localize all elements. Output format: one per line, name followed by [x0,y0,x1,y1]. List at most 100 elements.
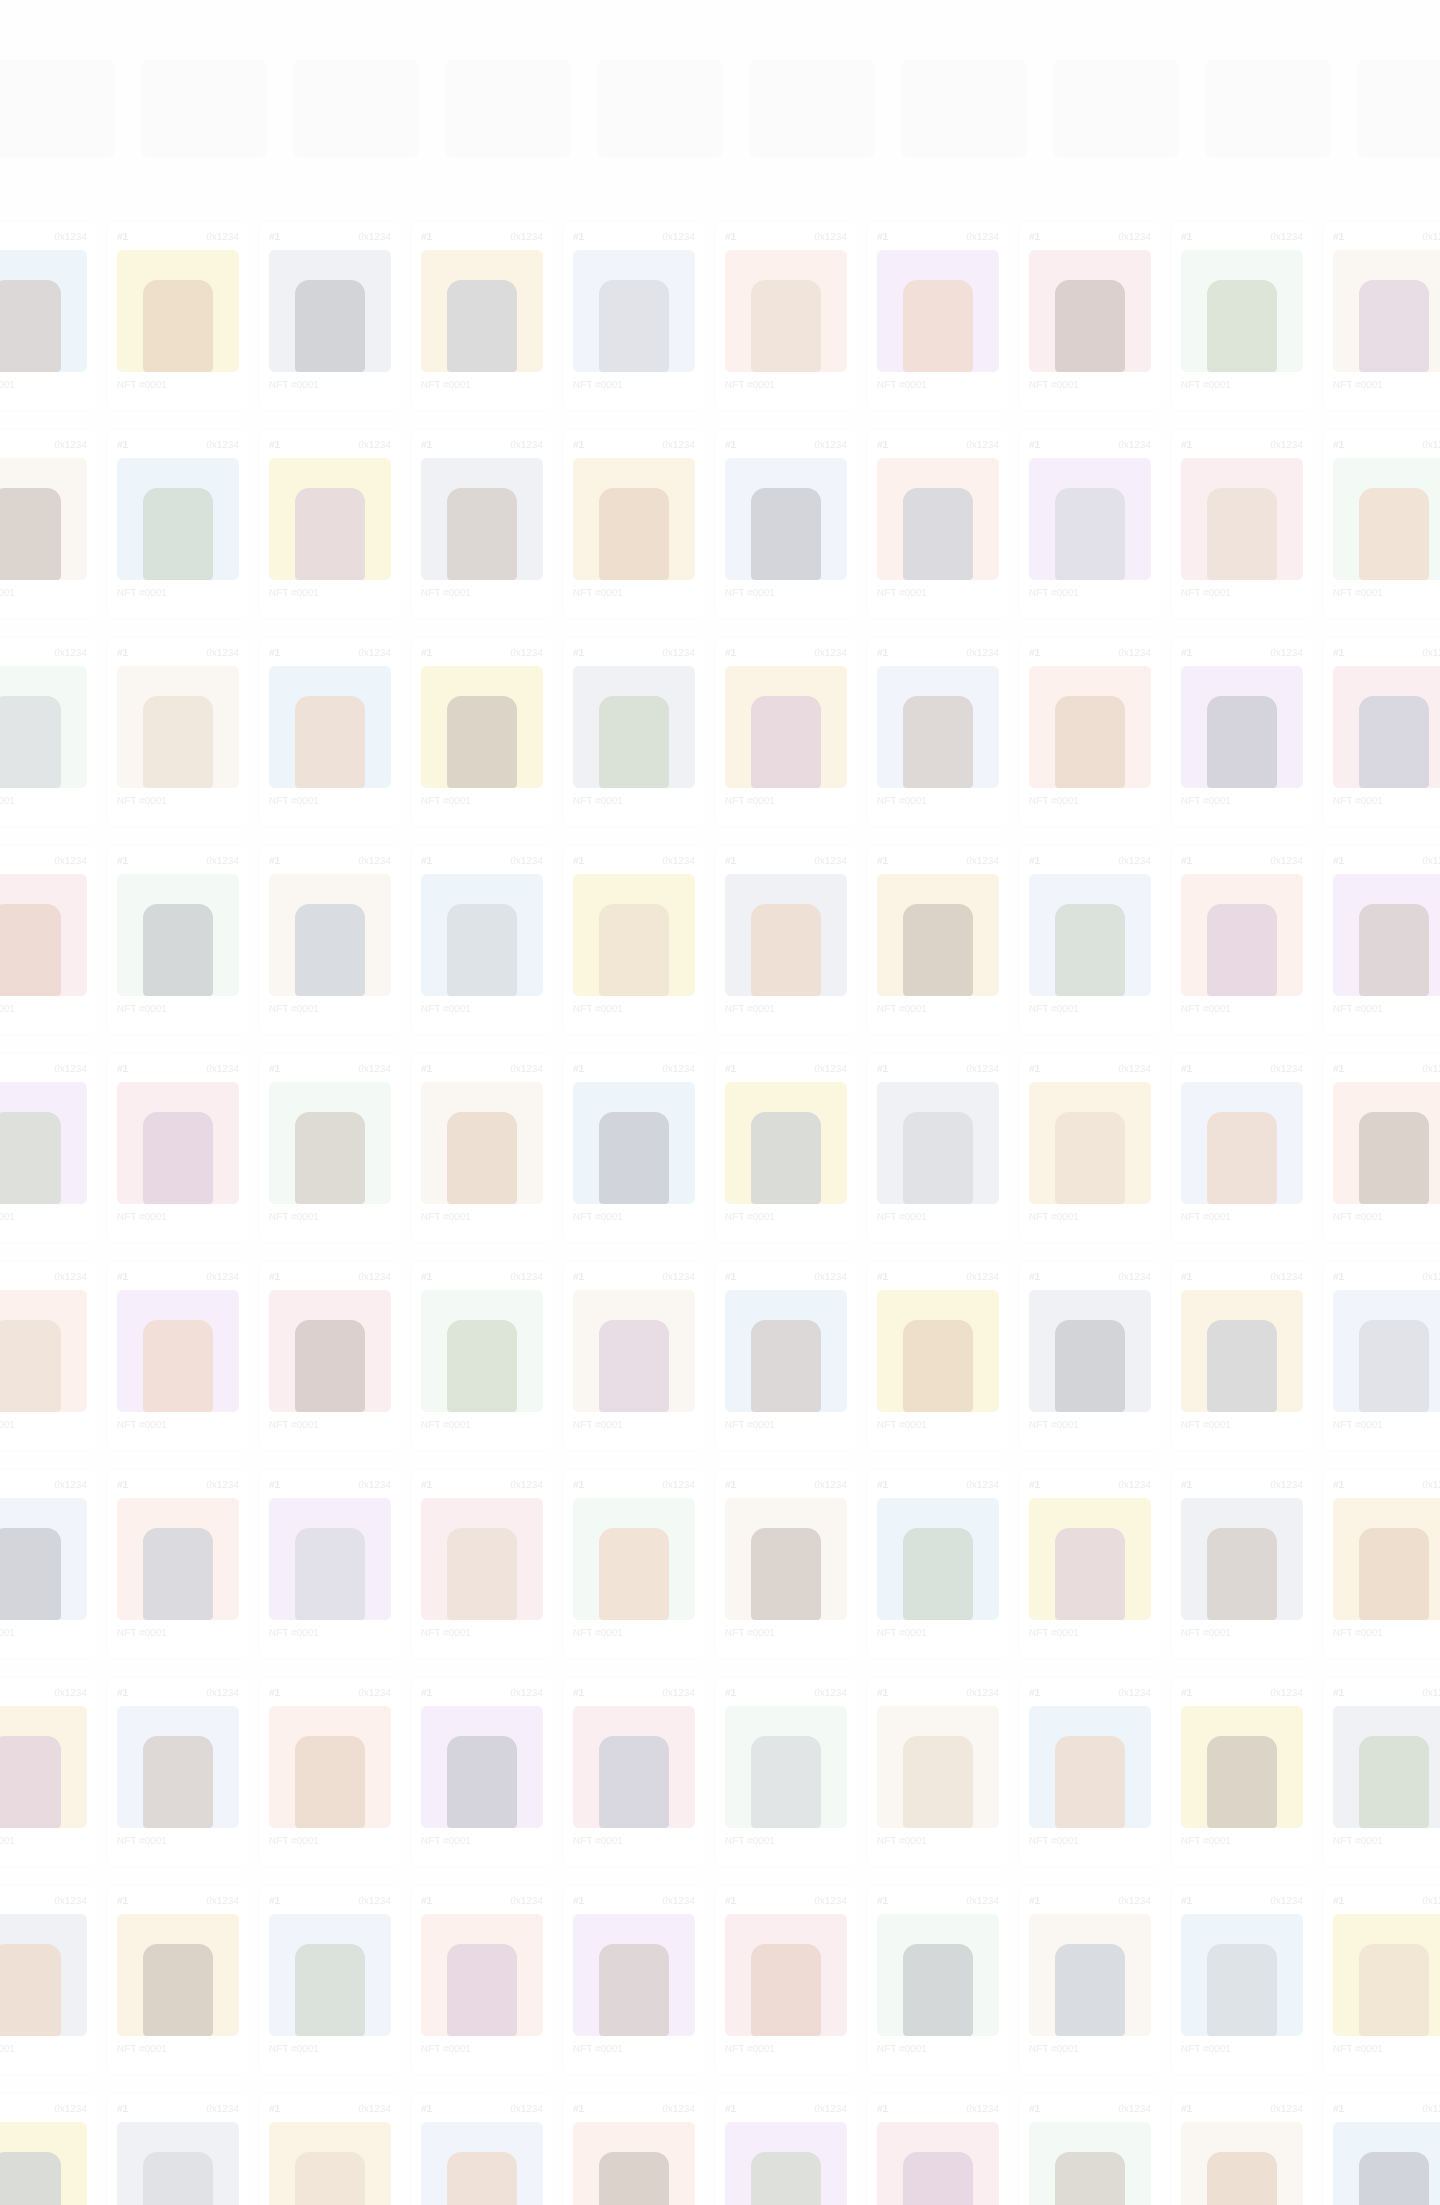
nft-artwork[interactable] [1333,1290,1440,1412]
nft-artwork[interactable] [117,874,239,996]
nft-artwork[interactable] [1029,666,1151,788]
nft-artwork[interactable] [1333,1498,1440,1620]
nft-artwork[interactable] [117,1706,239,1828]
nft-artwork[interactable] [1029,1498,1151,1620]
nft-artwork[interactable] [725,1706,847,1828]
nft-artwork[interactable] [1181,1498,1303,1620]
nft-artwork[interactable] [877,1706,999,1828]
collection-thumb[interactable] [598,60,722,158]
nft-artwork[interactable] [269,1082,391,1204]
nft-artwork[interactable] [0,2122,87,2205]
nft-artwork[interactable] [1029,1290,1151,1412]
nft-artwork[interactable] [1333,666,1440,788]
nft-artwork[interactable] [117,1082,239,1204]
collection-thumb[interactable] [1054,60,1178,158]
nft-artwork[interactable] [269,666,391,788]
nft-artwork[interactable] [117,458,239,580]
nft-artwork[interactable] [1029,874,1151,996]
nft-artwork[interactable] [269,458,391,580]
nft-artwork[interactable] [1333,2122,1440,2205]
nft-artwork[interactable] [725,458,847,580]
nft-artwork[interactable] [0,250,87,372]
nft-artwork[interactable] [1029,1082,1151,1204]
nft-artwork[interactable] [725,250,847,372]
nft-artwork[interactable] [421,1914,543,2036]
nft-artwork[interactable] [0,1082,87,1204]
nft-artwork[interactable] [1181,2122,1303,2205]
nft-artwork[interactable] [573,874,695,996]
nft-artwork[interactable] [573,1290,695,1412]
nft-artwork[interactable] [1181,458,1303,580]
collection-thumb[interactable] [1358,60,1440,158]
nft-artwork[interactable] [421,1706,543,1828]
nft-artwork[interactable] [117,250,239,372]
nft-artwork[interactable] [1333,874,1440,996]
nft-artwork[interactable] [0,874,87,996]
nft-artwork[interactable] [421,250,543,372]
nft-artwork[interactable] [573,2122,695,2205]
nft-artwork[interactable] [117,2122,239,2205]
nft-artwork[interactable] [1181,250,1303,372]
nft-artwork[interactable] [877,250,999,372]
nft-artwork[interactable] [1333,1082,1440,1204]
nft-artwork[interactable] [877,666,999,788]
nft-artwork[interactable] [877,458,999,580]
nft-artwork[interactable] [421,1082,543,1204]
nft-artwork[interactable] [573,250,695,372]
collection-thumb[interactable] [446,60,570,158]
nft-artwork[interactable] [269,250,391,372]
collection-thumb[interactable] [0,60,114,158]
